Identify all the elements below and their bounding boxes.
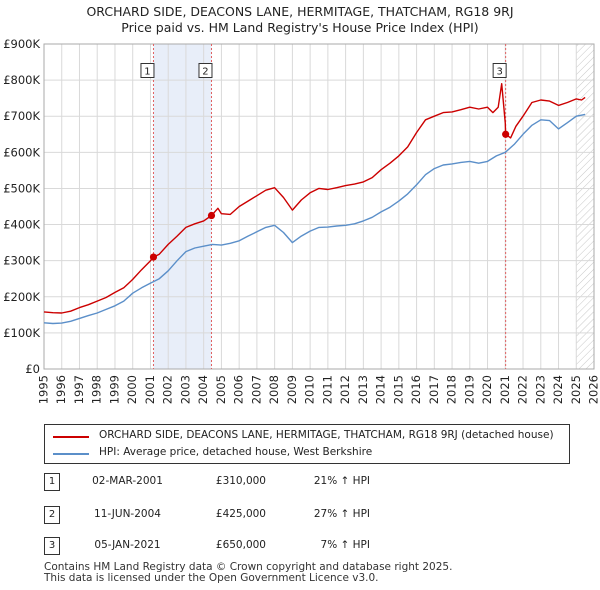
x-tick-label: 2017 [427, 375, 441, 404]
x-tick-label: 2026 [587, 375, 600, 404]
y-tick-label: £600K [3, 145, 40, 159]
x-tick-label: 2022 [516, 375, 530, 404]
sale-point [149, 253, 158, 261]
plot-area [44, 44, 594, 369]
x-tick-label: 2001 [143, 375, 157, 404]
transaction-row: 2 11-JUN-2004 £425,000 27% ↑ HPI [0, 506, 600, 526]
annotation-box [198, 63, 213, 78]
x-tick-label: 2002 [161, 375, 175, 404]
transaction-hpi-diff: 7% ↑ HPI [320, 539, 370, 551]
y-tick-label: £800K [3, 73, 40, 87]
transaction-marker: 1 [44, 473, 60, 491]
transaction-marker: 3 [44, 537, 60, 555]
x-tick-label: 1995 [37, 375, 51, 404]
y-tick-label: £300K [3, 254, 40, 268]
sale-point [502, 130, 510, 138]
transaction-marker: 2 [44, 506, 60, 524]
x-tick-label: 2025 [569, 375, 583, 404]
hpi-series-line [43, 113, 586, 325]
footer-copyright: Contains HM Land Registry data © Crown c… [44, 561, 453, 573]
transaction-date: 02-MAR-2001 [92, 475, 163, 487]
annotation-label: 3 [496, 67, 502, 78]
x-tick-label: 1998 [90, 375, 104, 404]
x-tick-label: 2019 [462, 375, 476, 404]
transaction-date: 11-JUN-2004 [94, 508, 161, 520]
shaded-period [153, 44, 212, 369]
legend-swatch-hpi [53, 453, 89, 455]
x-tick-label: 2021 [498, 375, 512, 404]
x-tick-label: 2016 [409, 375, 423, 404]
transaction-price: £310,000 [215, 475, 266, 487]
transaction-hpi-diff: 21% ↑ HPI [313, 475, 370, 487]
sale-point [207, 211, 216, 220]
transaction-price: £650,000 [215, 539, 266, 551]
y-tick-label: £700K [3, 109, 40, 123]
transaction-price: £425,000 [215, 508, 266, 520]
annotation-box [140, 63, 155, 78]
property-series-line [43, 83, 586, 314]
annotation-label: 2 [202, 67, 208, 78]
y-tick-label: £100K [3, 326, 40, 340]
y-tick-label: £900K [3, 37, 40, 51]
x-tick-label: 2018 [445, 375, 459, 404]
transaction-row: 1 02-MAR-2001 £310,000 21% ↑ HPI [0, 473, 600, 493]
x-tick-label: 2015 [391, 375, 405, 404]
x-tick-label: 2007 [249, 375, 263, 404]
x-tick-label: 2011 [320, 375, 334, 404]
y-tick-label: £0 [25, 362, 40, 376]
chart-legend: ORCHARD SIDE, DEACONS LANE, HERMITAGE, T… [44, 424, 570, 464]
legend-swatch-property [53, 436, 89, 438]
chart-title-line2: Price paid vs. HM Land Registry's House … [121, 20, 479, 35]
x-tick-label: 2013 [356, 375, 370, 404]
y-tick-label: £500K [3, 181, 40, 195]
legend-label-property: ORCHARD SIDE, DEACONS LANE, HERMITAGE, T… [99, 429, 554, 441]
x-tick-label: 2024 [551, 375, 565, 404]
x-tick-label: 2009 [285, 375, 299, 404]
x-tick-label: 2010 [303, 375, 317, 404]
legend-label-hpi: HPI: Average price, detached house, West… [99, 446, 373, 458]
x-tick-label: 2004 [196, 375, 210, 404]
annotation-box [492, 63, 507, 78]
x-tick-label: 1997 [72, 375, 86, 404]
x-tick-label: 2000 [125, 375, 139, 404]
x-tick-label: 2020 [480, 375, 494, 404]
transaction-hpi-diff: 27% ↑ HPI [313, 508, 370, 520]
x-tick-label: 2012 [338, 375, 352, 404]
annotation-label: 1 [144, 67, 150, 78]
x-tick-label: 1996 [54, 375, 68, 404]
x-tick-label: 2008 [267, 375, 281, 404]
plot-frame [43, 43, 595, 370]
x-tick-label: 2005 [214, 375, 228, 404]
price-chart: £0 £100K £200K £300K £400K £500K £600K £700K £80… [3, 37, 600, 404]
x-tick-label: 1999 [107, 375, 121, 404]
y-tick-label: £400K [3, 218, 40, 232]
x-tick-label: 2006 [232, 375, 246, 404]
x-tick-label: 2023 [533, 375, 547, 404]
footer-licence: This data is licensed under the Open Gov… [44, 572, 379, 584]
x-tick-label: 2003 [178, 375, 192, 404]
chart-title-line1: ORCHARD SIDE, DEACONS LANE, HERMITAGE, T… [86, 4, 514, 19]
y-tick-label: £200K [3, 290, 40, 304]
transaction-row: 3 05-JAN-2021 £650,000 7% ↑ HPI [0, 537, 600, 557]
transaction-date: 05-JAN-2021 [94, 539, 161, 551]
forecast-region [576, 44, 594, 369]
x-tick-label: 2014 [374, 375, 388, 404]
